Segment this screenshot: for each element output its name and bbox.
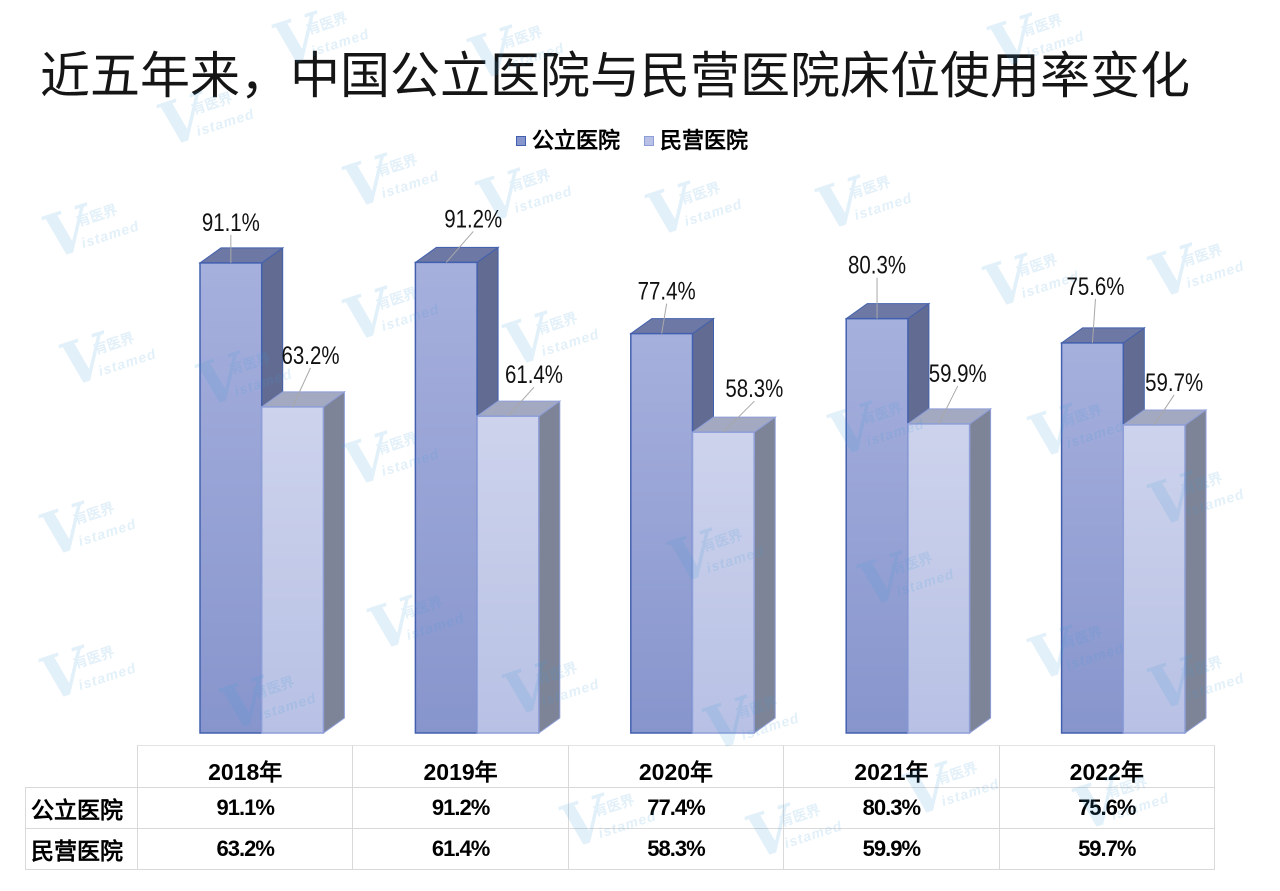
table-value-cell: 91.1% (138, 788, 354, 829)
data-label: 75.6% (1066, 273, 1124, 301)
table-row-label: 公立医院 (25, 788, 138, 829)
bar-front-face (1060, 342, 1125, 734)
legend-swatch (516, 136, 526, 146)
bar-front-face (1122, 424, 1186, 734)
legend-label: 公立医院 (532, 128, 621, 153)
leader-line (661, 303, 668, 334)
legend-label: 民营医院 (660, 128, 749, 153)
table-header-year: 2018年 (138, 745, 354, 788)
table-value-cell: 80.3% (784, 788, 1000, 829)
table-header-year: 2020年 (568, 745, 785, 788)
leader-line (507, 386, 535, 417)
data-label: 63.2% (282, 342, 340, 370)
legend-item-private-hospital: 民营医院 (644, 127, 748, 155)
table-value-cell: 59.7% (999, 829, 1215, 870)
bar-front-face (414, 261, 478, 734)
legend-swatch (644, 136, 655, 146)
bar-side-face (753, 416, 776, 734)
table-value-cell: 63.2% (138, 829, 354, 870)
table-row-label: 民营医院 (25, 829, 138, 870)
bar-side-face (1184, 408, 1207, 734)
leader-line (722, 400, 755, 433)
bar-side-face (322, 390, 345, 734)
data-label: 91.2% (444, 205, 502, 233)
bar-front-face (907, 423, 971, 734)
bar (690, 416, 777, 734)
leader-line (445, 231, 474, 263)
legend: 公立医院 民营医院 (516, 127, 772, 155)
data-label: 91.1% (202, 209, 260, 237)
table-value-cell: 61.4% (353, 829, 569, 870)
data-label: 59.7% (1145, 369, 1203, 397)
data-table: 2018年 2019年 2020年 2021年 2022年 公立医院 91.1%… (25, 745, 1215, 870)
table-header-year: 2021年 (784, 745, 1000, 788)
data-label: 61.4% (505, 361, 563, 389)
table-value-cell: 58.3% (568, 829, 785, 870)
chart-plot: 91.1% 63.2% 91.2% 61.4% 77.4% 58.3% 80.3% 59.9%… (198, 205, 1208, 734)
bar (260, 390, 346, 734)
bar-front-face (199, 262, 263, 734)
data-label: 59.9% (929, 360, 987, 388)
table-value-cell: 91.2% (353, 788, 569, 829)
bar-front-face (476, 415, 540, 734)
bar (906, 407, 993, 734)
bar-front-face (691, 431, 755, 734)
legend-item-public-hospital: 公立医院 (516, 127, 620, 155)
table-header-year: 2022年 (999, 745, 1215, 788)
data-label: 58.3% (725, 375, 783, 403)
leader-line (1153, 394, 1175, 426)
bar (1121, 408, 1208, 734)
data-labels-layer: 91.1% 63.2% 91.2% 61.4% 77.4% 58.3% 80.3% 59.9%… (202, 205, 1203, 433)
bar-front-face (845, 317, 909, 734)
leader-line (1091, 298, 1096, 343)
leader-line (938, 385, 959, 425)
table-value-cell: 77.4% (568, 788, 785, 829)
bar-front-face (260, 406, 325, 734)
bar (475, 400, 562, 734)
data-label: 80.3% (848, 252, 906, 280)
chart-title: 近五年来，中国公立医院与民营医院床位使用率变化 (40, 48, 1190, 104)
bar-side-face (538, 400, 561, 734)
table-value-cell: 59.9% (784, 829, 1000, 870)
bars-layer (198, 246, 1208, 734)
bar-side-face (969, 407, 992, 734)
table-header-year: 2019年 (353, 745, 569, 788)
bar-front-face (630, 332, 694, 734)
table-value-cell: 75.6% (999, 788, 1215, 829)
data-label: 77.4% (638, 278, 696, 306)
leader-line (292, 367, 312, 408)
table-corner-cell (25, 745, 138, 788)
